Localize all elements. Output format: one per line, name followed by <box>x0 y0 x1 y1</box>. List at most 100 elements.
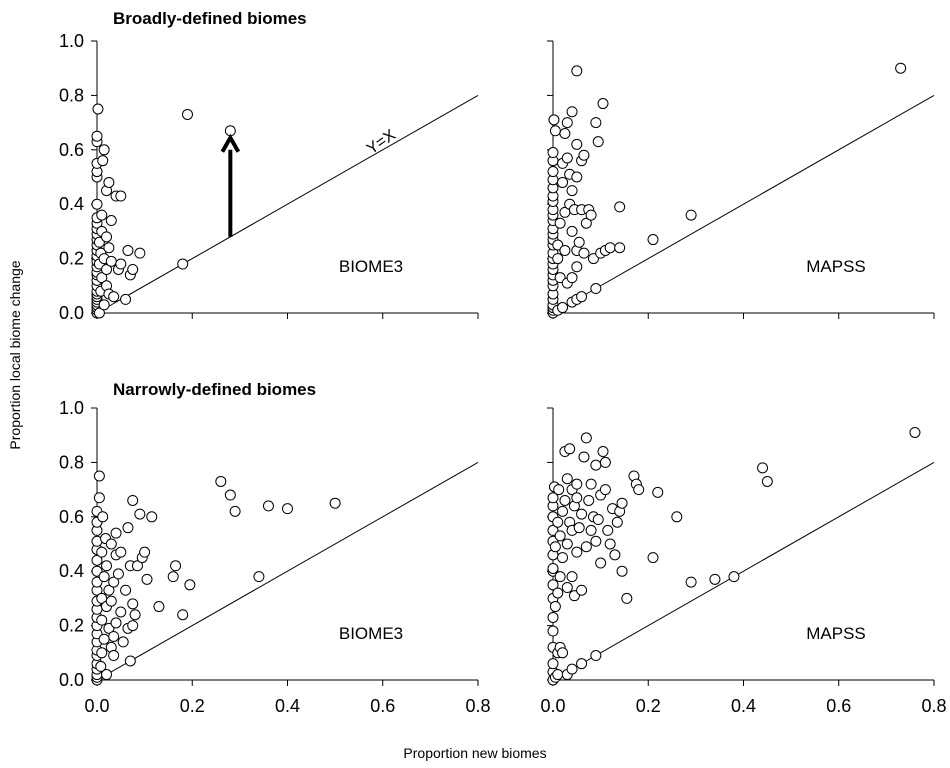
data-point <box>557 176 569 188</box>
data-point <box>571 261 583 273</box>
data-point <box>566 185 578 197</box>
data-point <box>614 201 626 213</box>
data-point <box>101 669 113 681</box>
data-point <box>576 584 588 596</box>
data-point <box>127 494 139 506</box>
data-point <box>561 117 573 129</box>
y-tick-label: 0.4 <box>59 194 84 214</box>
data-point <box>96 272 108 284</box>
refline-label: Y=X <box>364 126 399 158</box>
data-point <box>685 576 697 588</box>
x-tick-label: 0.8 <box>465 696 490 716</box>
data-point <box>559 127 571 139</box>
data-point <box>578 451 590 463</box>
data-point <box>110 617 122 629</box>
data-point <box>571 138 583 150</box>
data-point <box>599 484 611 496</box>
reference-line <box>96 94 479 314</box>
data-point <box>129 609 141 621</box>
data-point <box>604 538 616 550</box>
data-point <box>93 307 105 319</box>
data-point <box>597 98 609 110</box>
data-point <box>153 601 165 613</box>
data-point <box>98 633 110 645</box>
data-point <box>621 592 633 604</box>
y-tick-label: 0.4 <box>59 561 84 581</box>
data-point <box>559 244 571 256</box>
data-point <box>595 557 607 569</box>
data-point <box>115 606 127 618</box>
data-point <box>547 611 559 623</box>
data-point <box>576 291 588 303</box>
data-point <box>170 560 182 572</box>
data-point <box>177 258 189 270</box>
data-point <box>573 236 585 248</box>
data-point <box>580 432 592 444</box>
data-point <box>224 489 236 501</box>
data-point <box>547 492 559 504</box>
data-point <box>585 209 597 221</box>
data-point <box>633 484 645 496</box>
data-point <box>561 538 573 550</box>
data-point <box>561 582 573 594</box>
data-point <box>108 291 120 303</box>
data-point <box>105 215 117 227</box>
y-tick-label: 1.0 <box>59 31 84 51</box>
x-tick-label: 0.0 <box>84 696 109 716</box>
data-point <box>576 508 588 520</box>
model-label: MAPSS <box>806 624 866 643</box>
data-point <box>120 584 132 596</box>
reference-line <box>96 461 479 681</box>
data-point <box>108 630 120 642</box>
data-point <box>909 426 921 438</box>
data-point <box>108 650 120 662</box>
data-point <box>101 263 113 275</box>
data-point <box>96 647 108 659</box>
data-point <box>124 655 136 667</box>
data-point <box>122 522 134 534</box>
data-point <box>616 565 628 577</box>
data-point <box>557 302 569 314</box>
data-point <box>549 601 561 613</box>
data-point <box>97 155 109 167</box>
data-point <box>564 443 576 455</box>
data-point <box>895 62 907 74</box>
data-point <box>571 478 583 490</box>
data-point <box>578 149 590 161</box>
data-point <box>614 242 626 254</box>
data-point <box>329 497 341 509</box>
data-point <box>101 231 113 243</box>
arrow-head <box>220 133 241 153</box>
y-tick-label: 0.8 <box>59 85 84 105</box>
x-tick-label: 0.6 <box>826 696 851 716</box>
data-point <box>552 253 564 265</box>
data-point <box>685 209 697 221</box>
data-point <box>127 598 139 610</box>
data-point <box>215 475 227 487</box>
data-point <box>96 614 108 626</box>
data-point <box>101 560 113 572</box>
data-point <box>580 541 592 553</box>
data-point <box>95 660 107 672</box>
y-tick-label: 0.6 <box>59 507 84 527</box>
data-point <box>547 579 559 591</box>
data-point <box>110 527 122 539</box>
model-label: MAPSS <box>806 257 866 276</box>
data-point <box>103 176 115 188</box>
data-point <box>599 456 611 468</box>
x-tick-label: 0.6 <box>370 696 395 716</box>
data-point <box>146 511 158 523</box>
data-point <box>547 166 559 178</box>
data-point <box>122 244 134 256</box>
data-point <box>652 486 664 498</box>
data-point <box>131 560 143 572</box>
reference-line <box>552 461 935 681</box>
data-point <box>566 663 578 675</box>
data-point <box>616 497 628 509</box>
data-point <box>554 571 566 583</box>
data-point <box>92 103 104 115</box>
data-point <box>91 554 103 566</box>
data-point <box>108 576 120 588</box>
data-point <box>103 584 115 596</box>
data-point <box>127 620 139 632</box>
